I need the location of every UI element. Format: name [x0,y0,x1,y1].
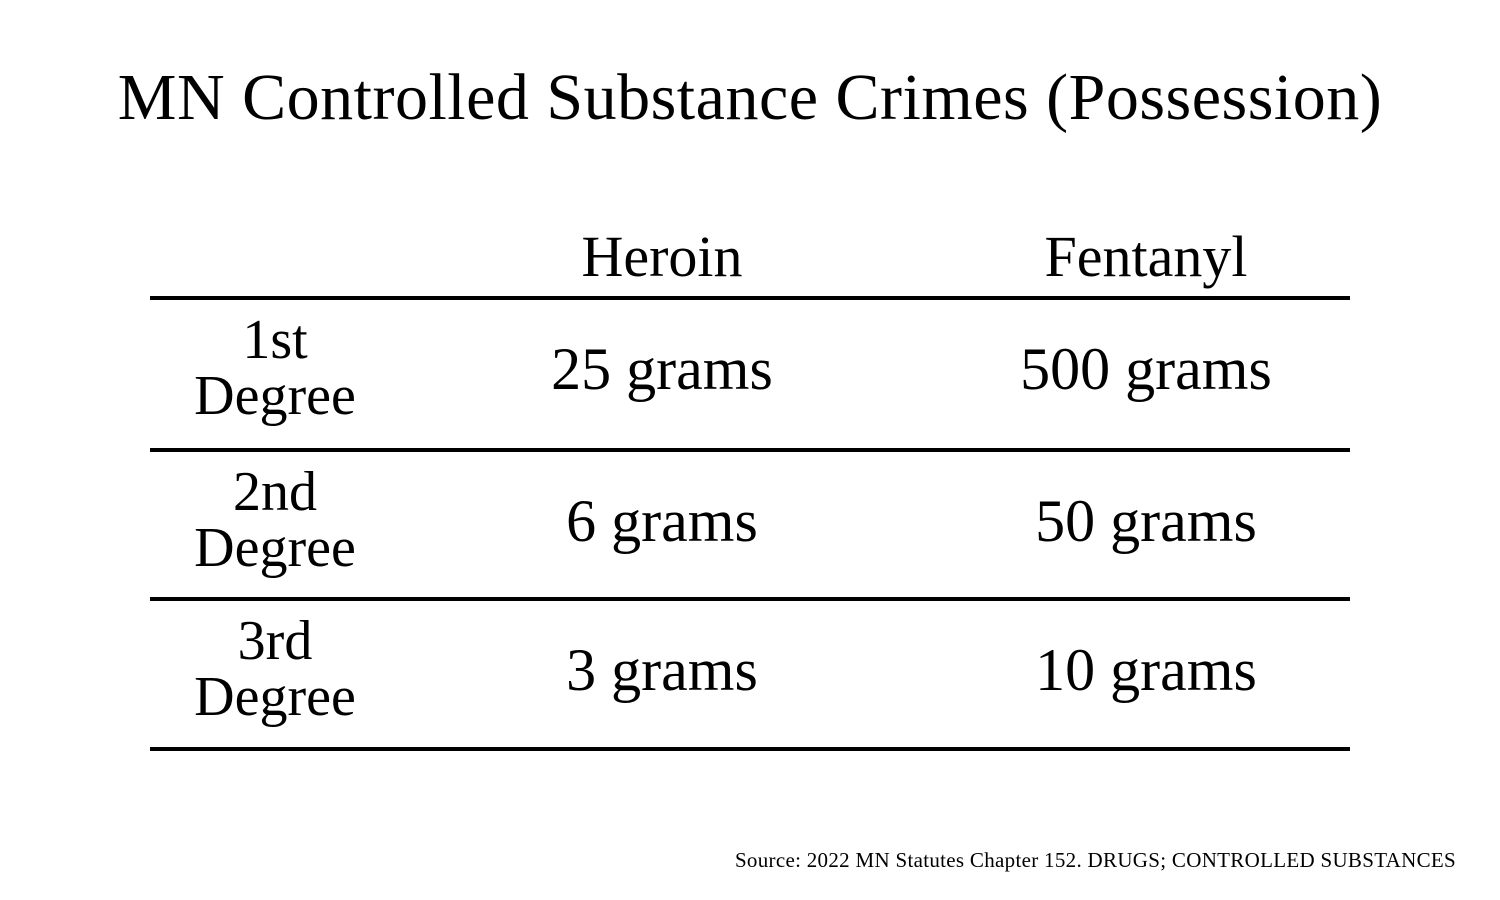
heroin-threshold-cell: 6 grams [566,488,758,554]
fentanyl-threshold-cell: 50 grams [1035,488,1257,554]
row-header-degree: 2nd Degree [150,464,400,576]
degree-label: Degree [194,517,356,579]
column-header-heroin: Heroin [581,224,743,289]
table-divider-top [150,296,1350,300]
degree-label: Degree [194,365,356,427]
fentanyl-threshold-cell: 500 grams [1020,336,1272,402]
row-header-degree: 3rd Degree [150,613,400,725]
table-row: 1st Degree 25 grams 500 grams [150,300,1350,448]
page-title: MN Controlled Substance Crimes (Possessi… [117,61,1383,134]
table-divider [150,448,1350,452]
degree-ordinal: 3rd [237,610,313,672]
heroin-threshold-cell: 25 grams [551,336,773,402]
degree-ordinal: 1st [242,309,308,371]
table-row: 2nd Degree 6 grams 50 grams [150,452,1350,600]
fentanyl-threshold-cell: 10 grams [1035,637,1257,703]
heroin-threshold-cell: 3 grams [566,637,758,703]
degree-label: Degree [194,666,356,728]
table-divider [150,597,1350,601]
column-header-fentanyl: Fentanyl [1044,224,1248,289]
table-divider-bottom [150,747,1350,751]
table-row: 3rd Degree 3 grams 10 grams [150,601,1350,749]
degree-ordinal: 2nd [233,461,317,523]
row-header-degree: 1st Degree [150,312,400,424]
source-citation: Source: 2022 MN Statutes Chapter 152. DR… [734,848,1456,872]
